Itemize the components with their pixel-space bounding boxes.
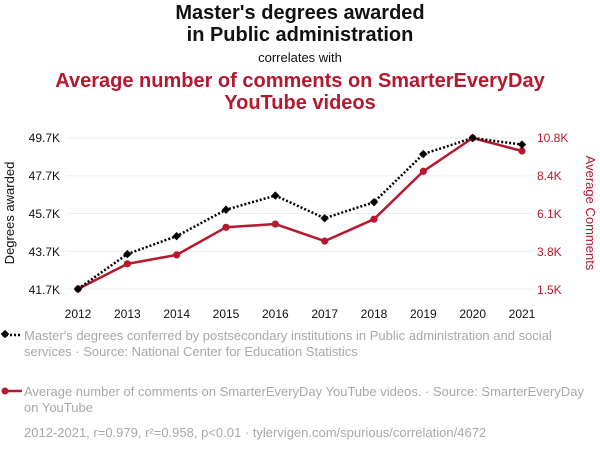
- chart-title: Master's degrees awarded in Public admin…: [0, 2, 600, 46]
- comments-point: [123, 260, 131, 268]
- right-axis-ticks: 10.8K 8.4K 6.1K 3.8K 1.5K: [537, 131, 568, 297]
- left-axis-label: Degrees awarded: [2, 162, 17, 265]
- left-tick-label: 47.7K: [29, 169, 60, 183]
- degrees-point: [468, 133, 477, 143]
- legend-text-degrees: Master's degrees conferred by postsecond…: [24, 328, 552, 359]
- degrees-series-line: [77, 136, 523, 291]
- right-axis-label: Average Comments: [583, 156, 598, 271]
- left-tick-label: 43.7K: [29, 245, 60, 259]
- comments-point: [173, 251, 181, 259]
- x-tick-label: 2013: [114, 307, 141, 321]
- degrees-point: [320, 214, 329, 223]
- left-tick-label: 41.7K: [29, 283, 60, 297]
- title-line-4: YouTube videos: [224, 92, 376, 114]
- right-tick-label: 3.8K: [537, 245, 562, 259]
- comments-point: [518, 147, 526, 155]
- legend-marker-comments: [1, 387, 9, 395]
- chart-subtitle: Average number of comments on SmarterEve…: [0, 70, 600, 114]
- x-tick-label: 2019: [410, 307, 437, 321]
- title-line-3: Average number of comments on SmarterEve…: [55, 70, 545, 92]
- degrees-point: [172, 231, 181, 241]
- title-line-1: Master's degrees awarded: [175, 2, 425, 24]
- legend-swatch-comments: [1, 387, 22, 395]
- degrees-point: [419, 149, 428, 159]
- degrees-point: [221, 205, 231, 214]
- comments-point: [370, 215, 378, 223]
- line-chart: 49.7K 47.7K 45.7K 43.7K 41.7K 10.8K 8.4K…: [2, 131, 598, 321]
- left-axis-ticks: 49.7K 47.7K 45.7K 43.7K 41.7K: [29, 131, 60, 297]
- right-tick-label: 6.1K: [537, 207, 562, 221]
- x-axis-ticks: 2012 2013 2014 2015 2016 2017 2018 2019 2020 2021: [65, 307, 536, 321]
- legend-swatch-degrees: [0, 329, 22, 339]
- x-tick-label: 2017: [311, 307, 338, 321]
- series-lines: [77, 136, 523, 291]
- title-connector: correlates with: [258, 50, 342, 65]
- right-tick-label: 8.4K: [537, 169, 562, 183]
- x-tick-label: 2015: [213, 307, 240, 321]
- left-tick-label: 49.7K: [29, 131, 60, 145]
- x-tick-label: 2012: [65, 307, 92, 321]
- x-tick-label: 2021: [509, 307, 536, 321]
- x-tick-label: 2020: [459, 307, 486, 321]
- degrees-point: [369, 197, 379, 207]
- x-tick-label: 2018: [361, 307, 388, 321]
- legend-marker-degrees: [0, 329, 10, 339]
- title-line-2: in Public administration: [186, 24, 414, 46]
- degrees-point: [517, 140, 527, 149]
- comments-point: [321, 237, 329, 245]
- right-tick-label: 10.8K: [537, 131, 568, 145]
- legend-text-comments: Average number of comments on SmarterEve…: [24, 384, 584, 415]
- comments-point: [271, 220, 279, 228]
- series-markers: [73, 133, 527, 294]
- degrees-point: [123, 249, 132, 259]
- comments-point: [222, 223, 230, 231]
- comments-point: [419, 167, 427, 175]
- x-tick-label: 2014: [163, 307, 190, 321]
- left-tick-label: 45.7K: [29, 207, 60, 221]
- degrees-point: [271, 191, 280, 200]
- right-tick-label: 1.5K: [537, 283, 562, 297]
- footer-note: 2012-2021, r=0.979, r²=0.958, p<0.01 · t…: [24, 425, 487, 440]
- x-tick-label: 2016: [262, 307, 289, 321]
- comments-series-line: [77, 136, 523, 291]
- grid-lines: [66, 137, 534, 290]
- degrees-point: [73, 284, 83, 294]
